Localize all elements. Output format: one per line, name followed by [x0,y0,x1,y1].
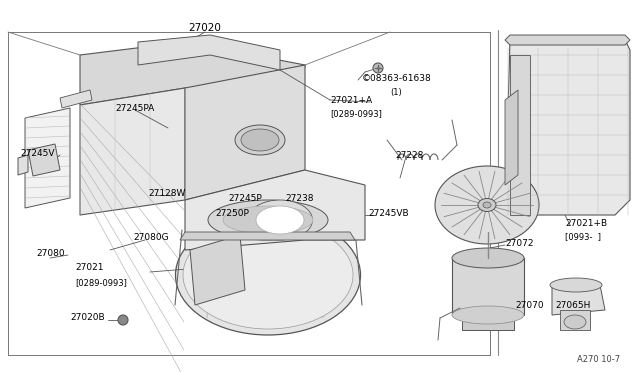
Polygon shape [190,235,245,305]
Polygon shape [28,144,60,176]
Ellipse shape [241,129,279,151]
Text: [0289-0993]: [0289-0993] [330,109,382,119]
Text: 27021: 27021 [75,263,104,273]
Polygon shape [452,258,524,315]
Ellipse shape [483,202,491,208]
Polygon shape [180,232,355,240]
Ellipse shape [256,206,304,234]
Text: 27020: 27020 [189,23,221,33]
Polygon shape [185,65,305,200]
Ellipse shape [452,306,524,324]
Polygon shape [505,90,518,185]
Polygon shape [560,310,590,330]
Polygon shape [505,40,630,215]
Text: 27245PA: 27245PA [115,103,154,112]
Ellipse shape [223,206,313,234]
Polygon shape [505,35,630,45]
Polygon shape [18,155,28,175]
Ellipse shape [435,166,539,244]
Polygon shape [552,285,605,315]
Polygon shape [462,315,514,330]
Text: 27070: 27070 [515,301,543,310]
Text: 27245VB: 27245VB [368,208,408,218]
Text: 27072: 27072 [505,238,534,247]
Ellipse shape [235,125,285,155]
Ellipse shape [452,248,524,268]
Text: [0289-0993]: [0289-0993] [75,279,127,288]
Text: 27021+A: 27021+A [330,96,372,105]
Text: 27080G: 27080G [133,232,168,241]
Ellipse shape [208,200,328,240]
Text: A270 10-7: A270 10-7 [577,356,620,365]
Polygon shape [510,55,530,215]
Polygon shape [60,90,92,108]
Text: 27021+B: 27021+B [565,218,607,228]
Text: (1): (1) [390,87,402,96]
Ellipse shape [564,315,586,329]
Ellipse shape [183,221,353,329]
Text: 27080: 27080 [36,248,65,257]
Polygon shape [80,42,305,105]
Text: 27128W: 27128W [148,189,186,198]
Polygon shape [25,108,70,208]
Text: 27245V: 27245V [20,148,54,157]
Text: ©08363-61638: ©08363-61638 [362,74,432,83]
Circle shape [373,63,383,73]
Ellipse shape [478,199,496,212]
Ellipse shape [175,215,360,335]
Polygon shape [80,88,185,215]
Ellipse shape [550,278,602,292]
Circle shape [118,315,128,325]
Text: 27250P: 27250P [215,208,249,218]
Ellipse shape [248,200,312,240]
Text: 27238: 27238 [285,193,314,202]
Text: 27065H: 27065H [555,301,590,310]
Text: 27020B: 27020B [70,314,104,323]
Text: 27245P: 27245P [228,193,262,202]
Text: [0993-  ]: [0993- ] [565,232,601,241]
Polygon shape [185,170,365,250]
Text: 27228: 27228 [395,151,424,160]
Polygon shape [138,35,280,70]
